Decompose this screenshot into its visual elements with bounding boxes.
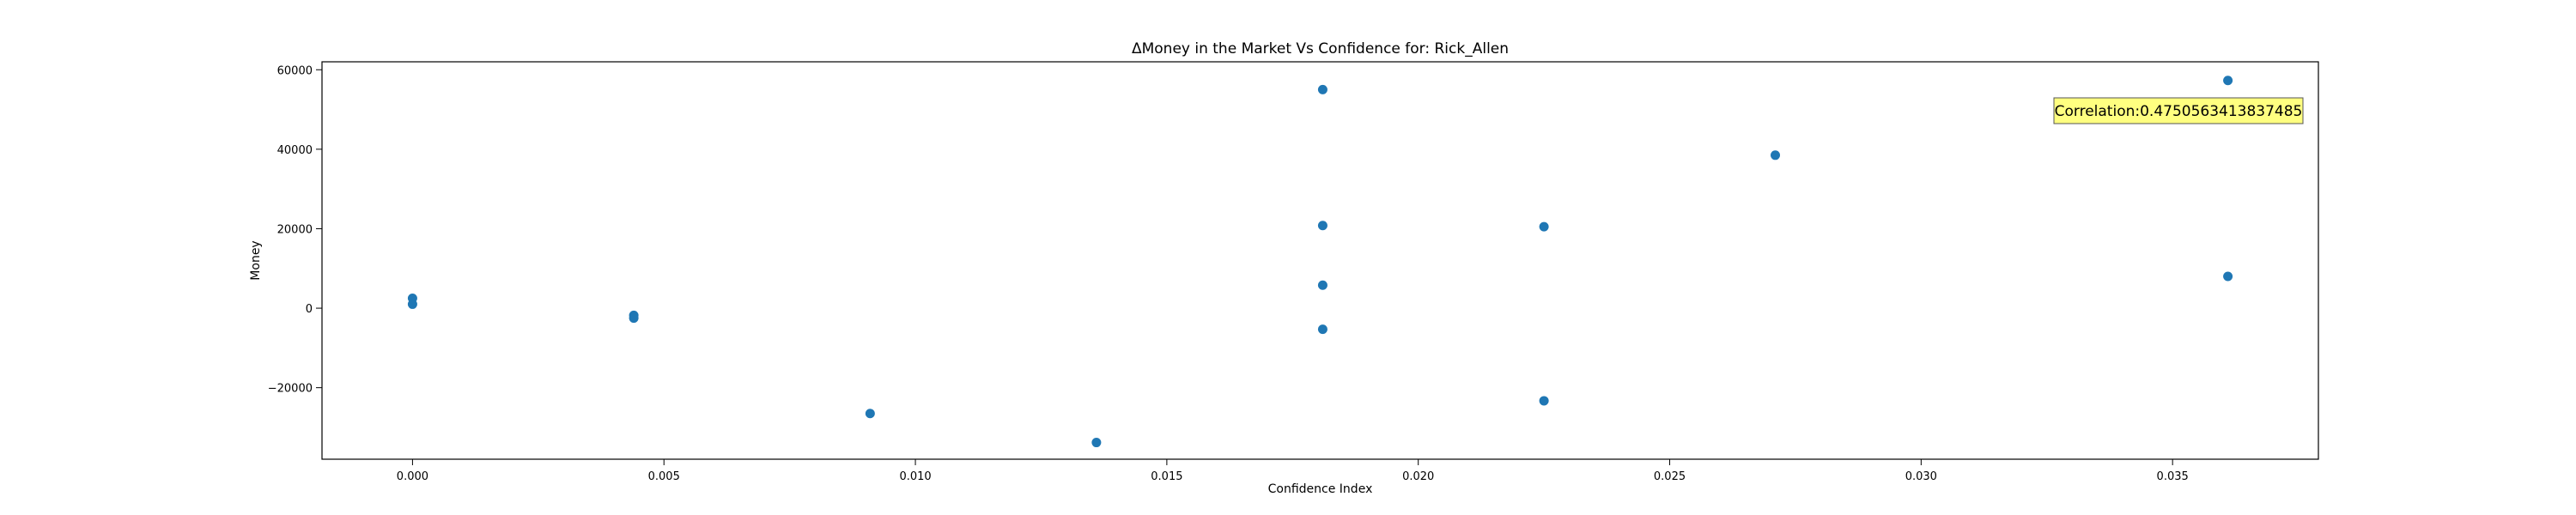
data-point [2223, 76, 2233, 86]
data-point [865, 409, 875, 419]
data-point [1317, 84, 1327, 94]
correlation-annotation: Correlation:0.4750563413837485 [2053, 97, 2304, 124]
x-tick-label: 0.010 [899, 470, 931, 483]
x-tick-label: 0.025 [1654, 470, 1686, 483]
data-point [1771, 150, 1781, 161]
correlation-annotation-text: Correlation:0.4750563413837485 [2055, 103, 2303, 120]
x-axis-label: Confidence Index [1268, 482, 1373, 496]
data-point [407, 299, 417, 309]
data-point [1317, 280, 1327, 290]
y-tick-label: 40000 [277, 144, 313, 157]
x-tick-label: 0.005 [648, 470, 680, 483]
data-point [1317, 221, 1327, 231]
data-point [1539, 221, 1549, 232]
chart-title: ΔMoney in the Market Vs Confidence for: … [1132, 40, 1509, 58]
y-tick-label: −20000 [268, 383, 313, 396]
plot-frame [321, 61, 2319, 460]
x-tick-label: 0.035 [2157, 470, 2189, 483]
x-tick-label: 0.000 [397, 470, 428, 483]
x-axis: 0.000 0.005 0.010 0.015 0.020 0.025 0.030 0.035 [397, 459, 2189, 483]
y-axis: −20000 0 20000 40000 60000 [268, 64, 322, 396]
correlation-annotation-box [2053, 97, 2304, 124]
plot-area: 0.000 0.005 0.010 0.015 0.020 0.025 0.030 0.035… [268, 61, 2319, 483]
data-point [629, 313, 639, 324]
x-tick-label: 0.015 [1151, 470, 1182, 483]
data-point [1091, 438, 1102, 448]
data-points [407, 76, 2233, 448]
data-point [1317, 324, 1327, 335]
data-point [2223, 271, 2233, 282]
x-tick-label: 0.030 [1905, 470, 1937, 483]
y-tick-label: 60000 [277, 64, 313, 77]
y-axis-label: Money [249, 240, 263, 280]
y-tick-label: 20000 [277, 223, 313, 236]
y-tick-label: 0 [306, 303, 313, 316]
x-tick-label: 0.020 [1402, 470, 1434, 483]
data-point [1539, 396, 1549, 406]
